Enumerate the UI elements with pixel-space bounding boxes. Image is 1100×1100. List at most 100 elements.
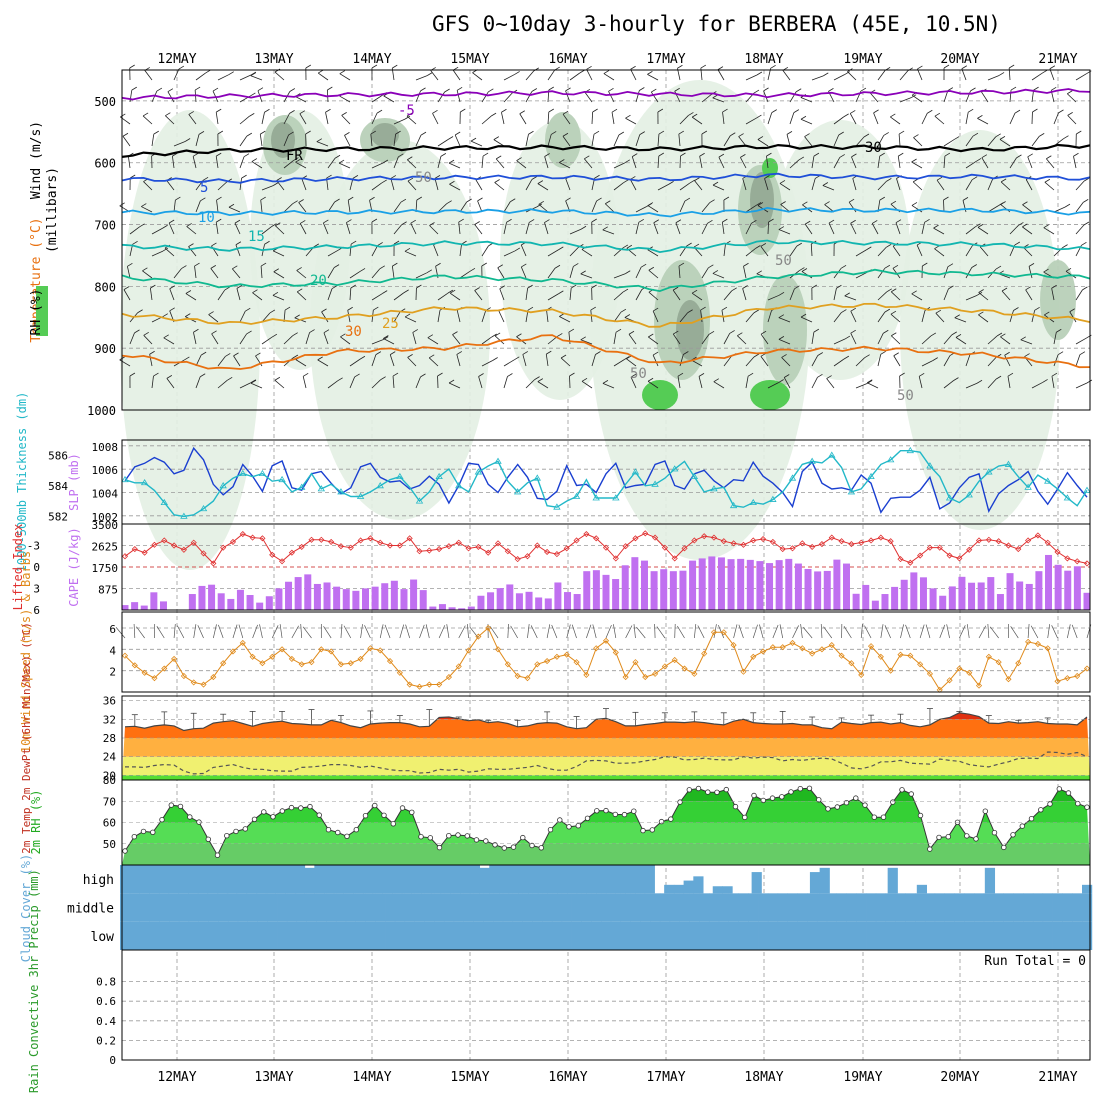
cloud-cell xyxy=(1013,893,1024,922)
wind-barb-flag xyxy=(802,201,808,206)
wind-barb-flag xyxy=(272,182,279,186)
thickness-axis-label: 1000-500mb Thickness (dm) xyxy=(15,392,29,573)
wind-barb xyxy=(712,273,725,279)
precip-tick-label: 0.4 xyxy=(96,1015,116,1028)
wind-barb-flag xyxy=(139,223,145,228)
cloud-cell xyxy=(365,893,376,922)
wind-barb xyxy=(239,311,246,323)
wind10m-barb xyxy=(1047,624,1051,639)
cloud-cell xyxy=(1003,893,1014,922)
cloud-cell xyxy=(586,865,597,894)
slp-tick-label: 1004 xyxy=(92,488,119,501)
cloud-cell xyxy=(669,893,680,922)
wind-barb-flag xyxy=(558,246,564,251)
chart-title-wrap: GFS 0~10day 3-hourly for BERBERA (45E, 1… xyxy=(432,12,1001,36)
wind-barb xyxy=(672,289,681,301)
cloud-cell xyxy=(493,921,504,950)
wind10m-barb xyxy=(458,625,466,639)
wind-barb-flag xyxy=(175,196,181,201)
wind-barb xyxy=(877,70,886,81)
wind-barb xyxy=(151,90,158,103)
wind-barb xyxy=(1031,136,1040,147)
wind-speed-point xyxy=(337,661,345,668)
lifted-index-point xyxy=(897,556,904,563)
wind-speed-point xyxy=(259,660,266,667)
cloud-cell xyxy=(324,865,335,894)
wind-barb xyxy=(613,134,620,147)
wind-barb xyxy=(404,250,417,257)
wind-barb-flag xyxy=(632,153,638,157)
wind-barb-flag xyxy=(628,330,635,335)
lifted-index-point xyxy=(602,544,610,551)
lifted-index-point xyxy=(318,536,325,543)
wind-barb-flag xyxy=(188,111,194,115)
wind-barb xyxy=(745,205,757,213)
lifted-index-point xyxy=(1074,558,1081,565)
wind-barb-flag xyxy=(638,218,644,223)
wind-barb xyxy=(965,112,969,125)
wind-barb xyxy=(701,94,712,103)
wind-barb xyxy=(142,115,153,125)
wind-barb xyxy=(789,159,800,169)
rh2m-point xyxy=(362,813,369,819)
wind-barb-flag xyxy=(948,285,954,290)
precip-tick-label: 0.2 xyxy=(96,1034,116,1047)
wind-barb xyxy=(584,92,593,103)
wind10m-barb xyxy=(613,624,617,639)
wind-barb xyxy=(195,376,201,389)
wind-barb xyxy=(767,310,772,323)
lifted-index-point xyxy=(985,536,992,543)
wind-barb-flag xyxy=(678,130,685,135)
wind10m-barb xyxy=(905,624,911,639)
cloud-cell xyxy=(1013,921,1024,950)
cloud-cell xyxy=(816,893,828,922)
wind10m-barb xyxy=(978,625,987,639)
thickness-point xyxy=(415,497,424,504)
cloud-cell xyxy=(693,876,704,894)
cape-bar xyxy=(919,577,927,610)
lifted-index-point xyxy=(573,537,580,544)
lifted-index-point xyxy=(229,538,237,545)
cloud-cell xyxy=(218,893,229,922)
wind-barb xyxy=(613,291,624,301)
wind-barb-flag xyxy=(1038,133,1045,137)
wind-speed-point xyxy=(701,650,708,657)
wind-barb-flag xyxy=(936,176,943,181)
wind-barb xyxy=(525,379,535,389)
lifted-index-point xyxy=(406,535,413,542)
wind-barb xyxy=(745,223,752,235)
cloud-cell xyxy=(326,921,337,950)
wind-barb xyxy=(239,178,242,191)
rh2m-point xyxy=(1084,804,1090,810)
wind-barb-flag xyxy=(768,218,774,223)
wind-barb-flag xyxy=(800,115,807,120)
cloud-cell xyxy=(227,893,239,922)
wind10m-barb xyxy=(966,624,970,639)
lifted-tick-label: -3 xyxy=(27,540,40,553)
wind-barb-flag xyxy=(743,262,749,267)
wind-barb-flag xyxy=(712,181,719,186)
wind-barb xyxy=(767,382,779,389)
cloud-cell xyxy=(365,921,376,950)
cape-bar xyxy=(198,585,206,610)
wind-barb-flag xyxy=(538,200,544,205)
wind-barb xyxy=(239,135,248,147)
date-label-bottom: 14MAY xyxy=(352,1070,391,1085)
wind-barb xyxy=(1004,355,1011,367)
wind10m-barb xyxy=(1071,624,1078,639)
cape-bar xyxy=(871,600,879,610)
wind-barb-flag xyxy=(668,181,674,185)
wind-barb xyxy=(522,354,527,367)
cloud-cell xyxy=(758,893,769,922)
thickness-point xyxy=(1024,483,1032,490)
cloud-cell xyxy=(129,865,140,894)
wind-barb-flag xyxy=(658,130,665,135)
wind-barb xyxy=(525,70,535,81)
wind-barb-flag xyxy=(1001,287,1008,292)
wind-barb xyxy=(371,162,384,169)
wind-barb-flag xyxy=(141,203,147,207)
wind-speed-point xyxy=(220,660,227,667)
wind-barb xyxy=(1053,112,1059,125)
cape-bar xyxy=(506,584,514,610)
wind-barb xyxy=(547,111,550,125)
